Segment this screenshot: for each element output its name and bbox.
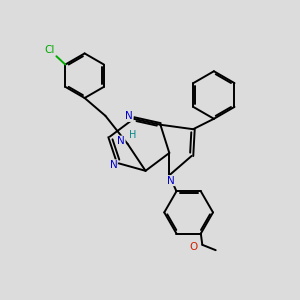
Text: N: N xyxy=(117,136,125,146)
Text: O: O xyxy=(190,242,198,252)
Text: H: H xyxy=(129,130,137,140)
Text: N: N xyxy=(167,176,175,186)
Text: Cl: Cl xyxy=(45,45,55,55)
Text: N: N xyxy=(110,160,117,170)
Text: N: N xyxy=(125,111,133,122)
